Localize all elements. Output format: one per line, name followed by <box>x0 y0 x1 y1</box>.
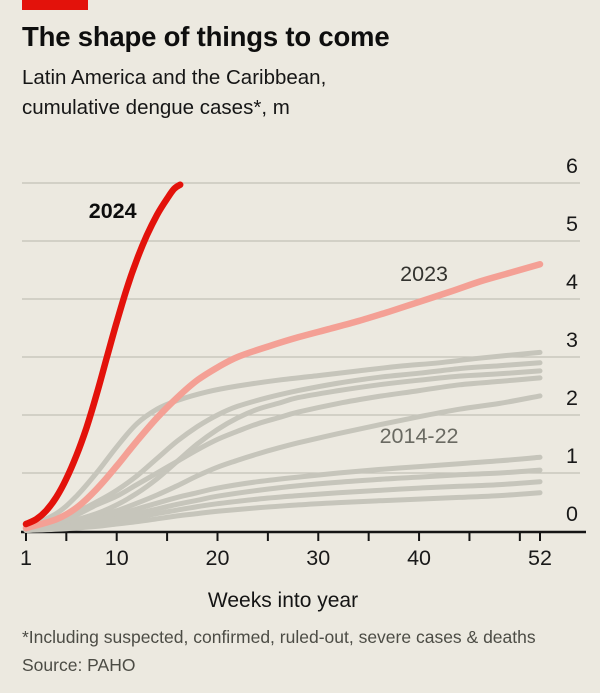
source-line: Source: PAHO <box>22 655 136 675</box>
series-line-2014-22-6 <box>23 454 543 533</box>
series-line-2014-22-4 <box>23 375 543 533</box>
series-line-2023 <box>22 260 544 532</box>
x-axis-title: Weeks into year <box>207 589 359 612</box>
series-line-2014-22-5 <box>23 393 543 533</box>
brand-red-tag <box>22 0 88 10</box>
series-line-2024 <box>22 181 184 528</box>
footnote: *Including suspected, confirmed, ruled-o… <box>22 627 536 647</box>
page-title: The shape of things to come <box>22 21 390 52</box>
page-subtitle: Latin America and the Caribbean, cumulat… <box>22 63 582 122</box>
series-line-2014-22-8 <box>23 479 543 533</box>
series-line-2014-22-3 <box>23 368 543 533</box>
series-line-2014-22-9 <box>23 490 543 533</box>
series-line-2014-22-7 <box>23 467 543 533</box>
series-line-2014-22-2 <box>23 360 543 532</box>
subtitle-line-1: Latin America and the Caribbean, <box>22 66 327 89</box>
series-line-2014-22-1 <box>23 349 543 531</box>
subtitle-line-2: cumulative dengue cases*, m <box>22 95 290 119</box>
